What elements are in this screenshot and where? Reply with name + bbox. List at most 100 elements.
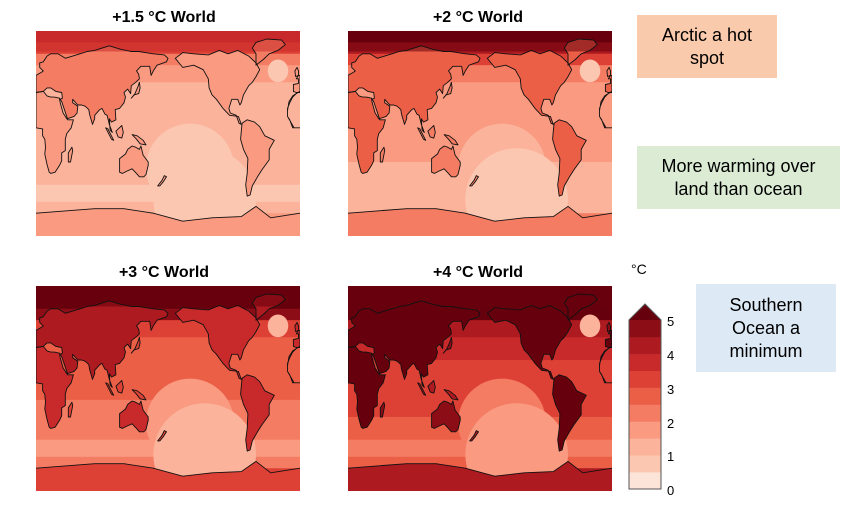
coastline — [36, 300, 169, 388]
arctic-hotspot — [36, 31, 300, 52]
warming-map-3 — [36, 286, 300, 491]
coastline — [563, 38, 598, 66]
coastline — [348, 345, 386, 429]
coastline — [36, 90, 74, 174]
coastline — [431, 400, 461, 433]
coastline — [131, 389, 147, 401]
land-australia — [431, 146, 461, 177]
land-madagascar — [380, 402, 385, 417]
coastline — [443, 389, 459, 401]
land-newguinea — [132, 134, 146, 145]
colorbar-segment — [629, 438, 661, 456]
coastline — [486, 49, 573, 125]
coastline — [105, 127, 115, 141]
warming-map-4 — [348, 286, 612, 491]
coastline — [115, 380, 124, 394]
southern-ocean-minimum — [465, 148, 568, 236]
coastline — [294, 321, 299, 333]
land-southamerica — [240, 374, 275, 452]
coastline — [115, 125, 124, 139]
land-madagascar — [68, 402, 73, 417]
coastline — [240, 119, 275, 197]
coastline — [36, 345, 74, 429]
coastline — [417, 382, 427, 396]
southern-ocean-minimum — [153, 148, 256, 236]
callout-arctic: Arctic a hot spot — [637, 15, 777, 78]
coastline — [130, 336, 141, 354]
land-newguinea — [444, 389, 458, 400]
north-atlantic-warming-hole — [579, 314, 601, 338]
land-antarctica — [348, 206, 612, 236]
land-northamerica — [487, 305, 572, 380]
coastline — [36, 205, 300, 222]
coastline — [427, 125, 436, 139]
land-australia — [119, 401, 149, 432]
coastline — [348, 45, 481, 133]
coastline — [287, 345, 300, 384]
coastline — [552, 119, 587, 197]
land-madagascar — [68, 147, 73, 162]
coastline — [563, 293, 598, 321]
ocean-band — [36, 308, 300, 321]
coastline — [131, 134, 147, 146]
ocean-band — [348, 53, 612, 66]
colorbar — [628, 303, 662, 490]
land-newguinea — [444, 134, 458, 145]
coastline — [348, 460, 612, 477]
land-southamerica — [552, 119, 587, 197]
coastline — [130, 81, 141, 99]
coastline — [348, 205, 612, 222]
colorbar-tick-2: 2 — [667, 416, 675, 431]
panel-title-3: +3 °C World — [118, 264, 210, 281]
colorbar-tick-4: 4 — [667, 348, 675, 363]
southern-ocean-minimum — [465, 403, 568, 491]
panel-title-4: +4 °C World — [432, 264, 524, 281]
coastline — [36, 45, 169, 133]
callout-land-ocean: More warming over land than ocean — [637, 146, 840, 209]
coastline — [157, 175, 167, 187]
land-northamerica — [175, 305, 260, 380]
coastline — [348, 90, 386, 174]
ocean-band — [36, 53, 300, 66]
land-australia — [431, 401, 461, 432]
colorbar-tick-0: 0 — [667, 483, 675, 498]
colorbar-outline — [628, 303, 662, 490]
land-eurasia — [348, 45, 480, 133]
colorbar-segment — [629, 320, 661, 338]
land-northamerica — [487, 50, 572, 125]
colorbar-extend-arrow — [629, 304, 661, 320]
colorbar-segment — [629, 370, 661, 388]
land-madagascar — [380, 147, 385, 162]
colorbar-tick-1: 1 — [667, 449, 675, 464]
land-southamerica — [240, 119, 275, 197]
colorbar-segment — [629, 455, 661, 473]
coastline — [174, 49, 261, 125]
colorbar-segment — [629, 421, 661, 439]
land-southamerica — [552, 374, 587, 452]
coastline — [469, 175, 479, 187]
coastline — [292, 74, 300, 93]
north-atlantic-warming-hole — [267, 59, 289, 83]
coastline — [442, 336, 453, 354]
land-eurasia — [36, 45, 168, 133]
coastline — [36, 460, 300, 477]
north-atlantic-warming-hole — [267, 314, 289, 338]
southern-ocean-minimum — [153, 403, 256, 491]
coastline — [294, 66, 299, 78]
callout-southern-ocean: Southern Ocean a minimum — [696, 284, 836, 372]
coastline — [287, 90, 300, 129]
arctic-hotspot — [36, 286, 300, 307]
land-eurasia — [348, 300, 480, 388]
coastline — [606, 321, 611, 333]
coastline — [604, 329, 612, 348]
coastline — [240, 374, 275, 452]
colorbar-segment — [629, 404, 661, 422]
arctic-hotspot — [348, 31, 612, 52]
coastline — [67, 146, 74, 163]
warming-map-2 — [348, 31, 612, 236]
coastline — [348, 300, 481, 388]
coastline — [174, 304, 261, 380]
coastline — [442, 81, 453, 99]
land-newguinea — [132, 389, 146, 400]
coastline — [119, 145, 149, 178]
